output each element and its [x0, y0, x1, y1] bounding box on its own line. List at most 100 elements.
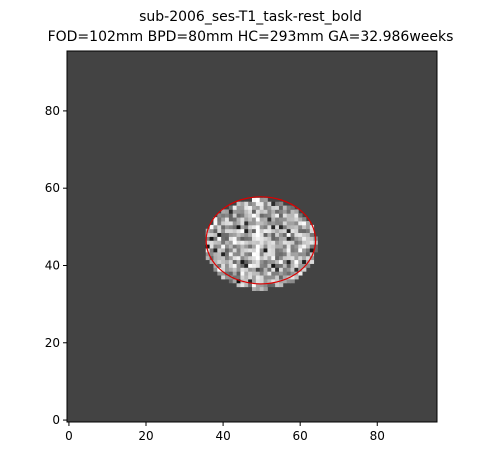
- brain-pixel: [298, 252, 302, 256]
- brain-pixel: [233, 229, 237, 233]
- brain-pixel: [248, 240, 252, 244]
- brain-pixel: [217, 256, 221, 260]
- brain-pixel: [267, 267, 271, 271]
- brain-pixel: [248, 237, 252, 241]
- brain-pixel: [256, 202, 260, 206]
- brain-pixel: [291, 267, 295, 271]
- brain-pixel: [229, 240, 233, 244]
- brain-pixel: [213, 233, 217, 237]
- brain-pixel: [240, 248, 244, 252]
- brain-pixel: [221, 213, 225, 217]
- brain-pixel: [267, 233, 271, 237]
- brain-pixel: [291, 260, 295, 264]
- brain-pixel: [287, 213, 291, 217]
- brain-pixel: [210, 237, 214, 241]
- brain-pixel: [275, 221, 279, 225]
- brain-pixel: [275, 225, 279, 229]
- brain-pixel: [260, 233, 264, 237]
- brain-pixel: [279, 213, 283, 217]
- brain-pixel: [252, 225, 256, 229]
- brain-pixel: [221, 221, 225, 225]
- brain-pixel: [264, 229, 268, 233]
- brain-pixel: [248, 275, 252, 279]
- brain-pixel: [264, 240, 268, 244]
- brain-pixel: [256, 237, 260, 241]
- brain-pixel: [256, 275, 260, 279]
- brain-pixel: [279, 275, 283, 279]
- brain-pixel: [260, 260, 264, 264]
- brain-pixel: [267, 225, 271, 229]
- brain-pixel: [275, 202, 279, 206]
- brain-pixel: [267, 264, 271, 268]
- brain-pixel: [233, 271, 237, 275]
- brain-pixel: [298, 221, 302, 225]
- brain-pixel: [221, 248, 225, 252]
- y-tick-label: 20: [45, 336, 60, 350]
- brain-pixel: [237, 240, 241, 244]
- brain-pixel: [240, 252, 244, 256]
- brain-pixel: [302, 221, 306, 225]
- brain-pixel: [256, 209, 260, 213]
- brain-pixel: [252, 206, 256, 210]
- brain-pixel: [283, 217, 287, 221]
- brain-pixel: [233, 237, 237, 241]
- brain-pixel: [283, 209, 287, 213]
- brain-pixel: [229, 260, 233, 264]
- brain-pixel: [213, 221, 217, 225]
- brain-pixel: [298, 264, 302, 268]
- brain-pixel: [271, 221, 275, 225]
- brain-pixel: [283, 221, 287, 225]
- brain-pixel: [302, 248, 306, 252]
- brain-pixel: [260, 267, 264, 271]
- brain-pixel: [302, 237, 306, 241]
- brain-pixel: [283, 237, 287, 241]
- brain-pixel: [233, 240, 237, 244]
- brain-pixel: [264, 206, 268, 210]
- brain-pixel: [244, 260, 248, 264]
- brain-pixel: [291, 252, 295, 256]
- brain-pixel: [298, 217, 302, 221]
- brain-pixel: [217, 229, 221, 233]
- brain-pixel: [240, 206, 244, 210]
- brain-pixel: [260, 248, 264, 252]
- brain-pixel: [275, 206, 279, 210]
- brain-pixel: [240, 202, 244, 206]
- brain-pixel: [279, 267, 283, 271]
- brain-pixel: [260, 271, 264, 275]
- brain-pixel: [225, 260, 229, 264]
- brain-pixel: [252, 240, 256, 244]
- brain-pixel: [248, 248, 252, 252]
- brain-pixel: [267, 248, 271, 252]
- brain-pixel: [210, 233, 214, 237]
- brain-pixel: [294, 237, 298, 241]
- brain-pixel: [298, 233, 302, 237]
- brain-pixel: [237, 237, 241, 241]
- brain-pixel: [237, 264, 241, 268]
- brain-pixel: [275, 283, 279, 287]
- brain-pixel: [279, 260, 283, 264]
- brain-pixel: [275, 252, 279, 256]
- brain-pixel: [275, 209, 279, 213]
- brain-pixel: [291, 217, 295, 221]
- brain-pixel: [229, 206, 233, 210]
- brain-pixel: [240, 244, 244, 248]
- brain-pixel: [225, 248, 229, 252]
- brain-pixel: [287, 233, 291, 237]
- brain-pixel: [244, 229, 248, 233]
- brain-pixel: [267, 213, 271, 217]
- brain-pixel: [225, 264, 229, 268]
- brain-pixel: [237, 248, 241, 252]
- brain-pixel: [237, 202, 241, 206]
- brain-pixel: [233, 206, 237, 210]
- brain-pixel: [233, 264, 237, 268]
- brain-pixel: [256, 279, 260, 283]
- brain-pixel: [252, 279, 256, 283]
- brain-pixel: [221, 275, 225, 279]
- brain-pixel: [233, 213, 237, 217]
- brain-pixel: [217, 271, 221, 275]
- brain-pixel: [267, 229, 271, 233]
- brain-pixel: [275, 213, 279, 217]
- brain-pixel: [244, 237, 248, 241]
- brain-pixel: [264, 221, 268, 225]
- brain-pixel: [264, 287, 268, 291]
